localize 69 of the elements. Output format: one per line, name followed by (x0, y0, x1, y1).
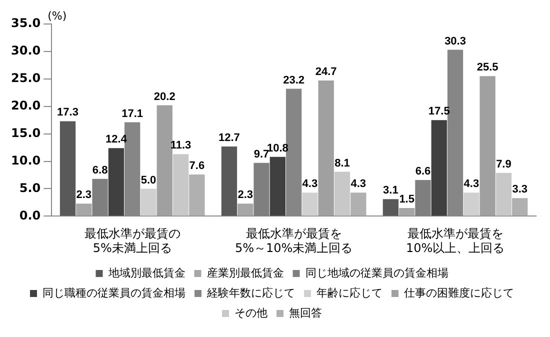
bar (334, 172, 350, 216)
data-label: 11.3 (170, 140, 192, 152)
data-label: 17.1 (122, 108, 144, 120)
x-tick-label: 最低水準が最賃の 5%未満上回る (84, 226, 180, 255)
data-label: 6.6 (415, 165, 431, 178)
data-label: 7.9 (496, 158, 512, 170)
data-label: 20.2 (154, 90, 176, 103)
data-label: 7.6 (189, 160, 205, 172)
legend-label: 同じ地域の従業員の賃金相場 (305, 266, 448, 280)
bar (512, 198, 528, 216)
legend-label: 産業別最低賃金 (206, 266, 284, 280)
legend-label: 同じ職種の従業員の賃金相場 (42, 286, 186, 300)
data-label: 30.3 (444, 35, 466, 48)
bar (464, 192, 480, 216)
bar (156, 105, 172, 216)
data-label: 8.1 (334, 157, 350, 170)
bar (399, 208, 415, 216)
data-label: 4.3 (350, 178, 366, 190)
bar (108, 148, 124, 216)
data-label: 12.7 (218, 132, 240, 144)
bar (302, 192, 318, 216)
data-label: 3.3 (512, 184, 528, 196)
data-label: 25.5 (476, 62, 498, 74)
data-label: 17.3 (57, 106, 78, 119)
legend-label: 仕事の困難度に応じて (404, 286, 514, 300)
bar (318, 80, 334, 216)
bar (172, 154, 189, 216)
legend-label: 年齢に応じて (316, 286, 382, 300)
data-label: 9.7 (254, 148, 270, 160)
y-axis-title: (%) (48, 9, 67, 22)
data-label: 6.8 (92, 164, 108, 176)
bar (270, 156, 286, 216)
bar (76, 204, 92, 216)
bar (431, 120, 447, 216)
data-label: 2.3 (238, 189, 254, 202)
x-tick-label: 最低水準が最賃を 5%～10%未満上回る (234, 226, 353, 255)
y-tick-label: 35.0 (11, 16, 41, 30)
y-tick-label: 15.0 (11, 126, 41, 140)
bar (382, 199, 399, 216)
legend-label: 経験年数に応じて (206, 286, 295, 300)
bar (480, 76, 496, 216)
y-tick-label: 0.0 (19, 208, 41, 222)
data-label: 5.0 (140, 174, 156, 186)
data-label: 12.4 (105, 134, 128, 146)
bar (496, 172, 512, 216)
data-label: 4.3 (302, 178, 318, 190)
data-label: 4.3 (464, 178, 480, 190)
data-label: 23.2 (283, 74, 305, 86)
y-tick-label: 30.0 (11, 44, 41, 58)
bar (140, 188, 156, 216)
bar (238, 204, 254, 216)
legend-label: 地域別最低賃金 (107, 266, 186, 280)
legend-label: 無回答 (289, 306, 322, 320)
bar (60, 121, 76, 216)
legend-label: その他 (234, 306, 268, 320)
y-tick-label: 20.0 (11, 98, 41, 112)
data-label: 17.5 (428, 106, 450, 118)
data-label: 2.3 (76, 189, 92, 202)
y-tick-label: 5.0 (19, 180, 41, 195)
data-label: 24.7 (315, 66, 337, 78)
bar (189, 174, 205, 216)
bar (350, 192, 366, 216)
data-label: 10.8 (266, 142, 288, 154)
data-label: 1.5 (399, 193, 414, 206)
bar (221, 146, 238, 216)
y-tick-label: 25.0 (11, 71, 41, 86)
x-tick-label: 最低水準が最賃を 10%以上、上回る (406, 226, 505, 255)
data-label: 3.1 (383, 184, 398, 197)
y-tick-label: 10.0 (11, 153, 41, 168)
